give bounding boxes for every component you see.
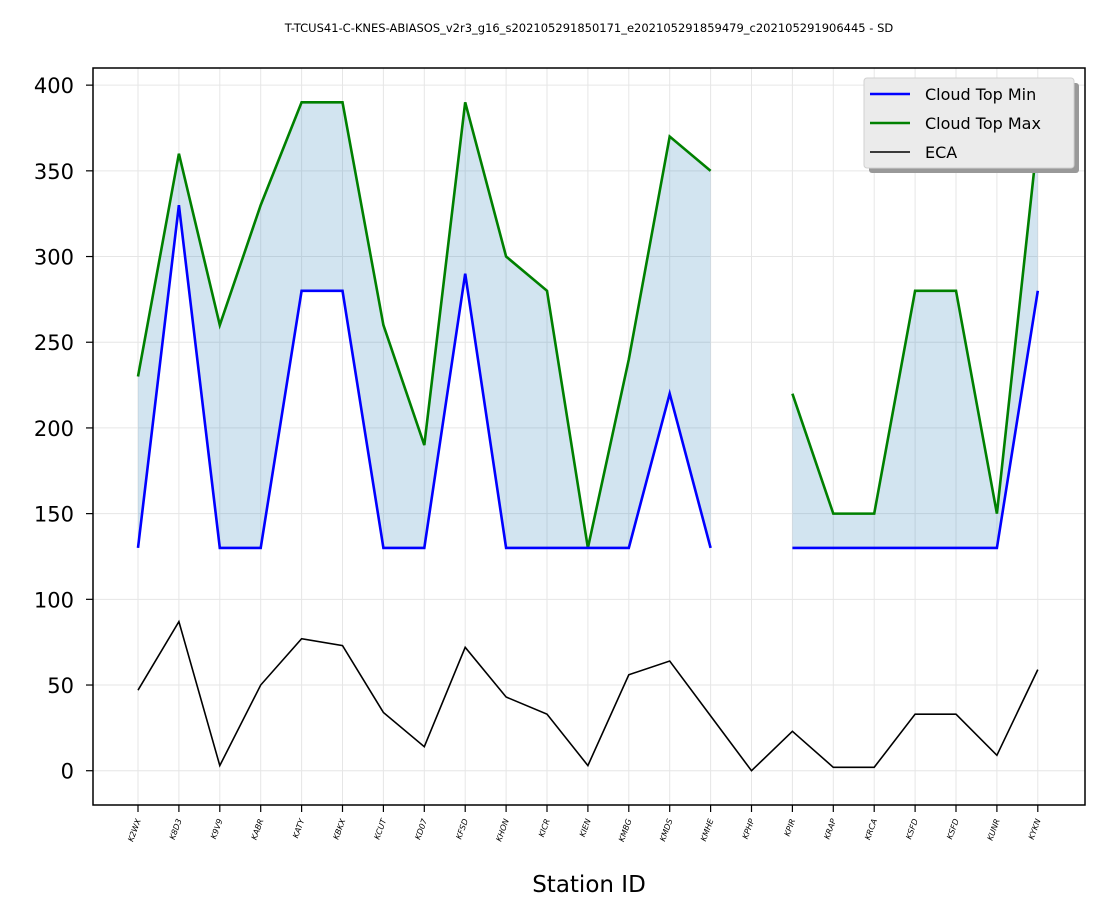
x-tick-label: K8D3 xyxy=(168,818,184,841)
y-tick-label: 350 xyxy=(34,160,74,184)
x-tick-label: KD07 xyxy=(413,817,429,841)
fill-between-region xyxy=(138,102,711,548)
x-tick-label: KHON xyxy=(494,818,511,843)
x-tick-label: KCUT xyxy=(373,817,389,841)
x-tick-label: KRCA xyxy=(863,818,879,842)
y-tick-label: 50 xyxy=(47,674,74,698)
x-tick-label: KPHP xyxy=(741,817,757,840)
legend-label-eca: ECA xyxy=(925,143,957,162)
x-tick-label: KATY xyxy=(291,817,307,840)
chart-title: T-TCUS41-C-KNES-ABIASOS_v2r3_g16_s202105… xyxy=(284,21,894,35)
grid xyxy=(93,68,1085,805)
legend: Cloud Top Min Cloud Top Max ECA xyxy=(863,77,1079,173)
x-tick-label: KMDS xyxy=(658,818,674,843)
fill-between-area xyxy=(138,102,1038,548)
plot-frame xyxy=(92,67,1086,806)
x-tick-label: KBKX xyxy=(332,817,348,841)
x-tick-label: KMHE xyxy=(699,817,716,843)
legend-label-cloud-top-min: Cloud Top Min xyxy=(925,85,1036,104)
y-tick-label: 400 xyxy=(34,74,74,98)
y-tick-label: 0 xyxy=(61,760,74,784)
x-tick-label: KIEN xyxy=(578,818,593,839)
x-tick-label: K2WX xyxy=(126,817,143,843)
x-tick-label: KMBG xyxy=(617,818,634,843)
x-tick-label: K9V9 xyxy=(209,818,225,841)
y-tick-label: 100 xyxy=(34,588,74,612)
y-tick-label: 150 xyxy=(34,503,74,527)
x-tick-label: KABR xyxy=(250,818,266,842)
y-axis: 0 50 100 150 200 250 300 350 400 xyxy=(34,74,93,784)
x-tick-label: KRAP xyxy=(823,817,839,840)
x-axis-label: Station ID xyxy=(532,872,646,898)
x-tick-label: KUNR xyxy=(986,818,1002,842)
x-tick-label: KSFD xyxy=(945,818,961,841)
legend-label-cloud-top-max: Cloud Top Max xyxy=(925,114,1041,133)
y-tick-label: 300 xyxy=(34,246,74,270)
x-tick-label: KPIR xyxy=(783,818,798,838)
legend-box xyxy=(863,77,1075,169)
x-tick-label: KYKN xyxy=(1027,818,1043,841)
y-tick-label: 200 xyxy=(34,417,74,441)
x-tick-label: KSFD xyxy=(904,818,920,841)
y-tick-label: 250 xyxy=(34,331,74,355)
x-axis: K2WX K8D3 K9V9 KABR KATY KBKX KCUT KD07 KFSD KHON… xyxy=(126,805,1043,843)
series-lines xyxy=(136,100,1040,772)
x-tick-label: KICR xyxy=(537,818,552,839)
fill-between-region xyxy=(792,136,1038,548)
x-tick-label: KFSD xyxy=(454,818,470,841)
